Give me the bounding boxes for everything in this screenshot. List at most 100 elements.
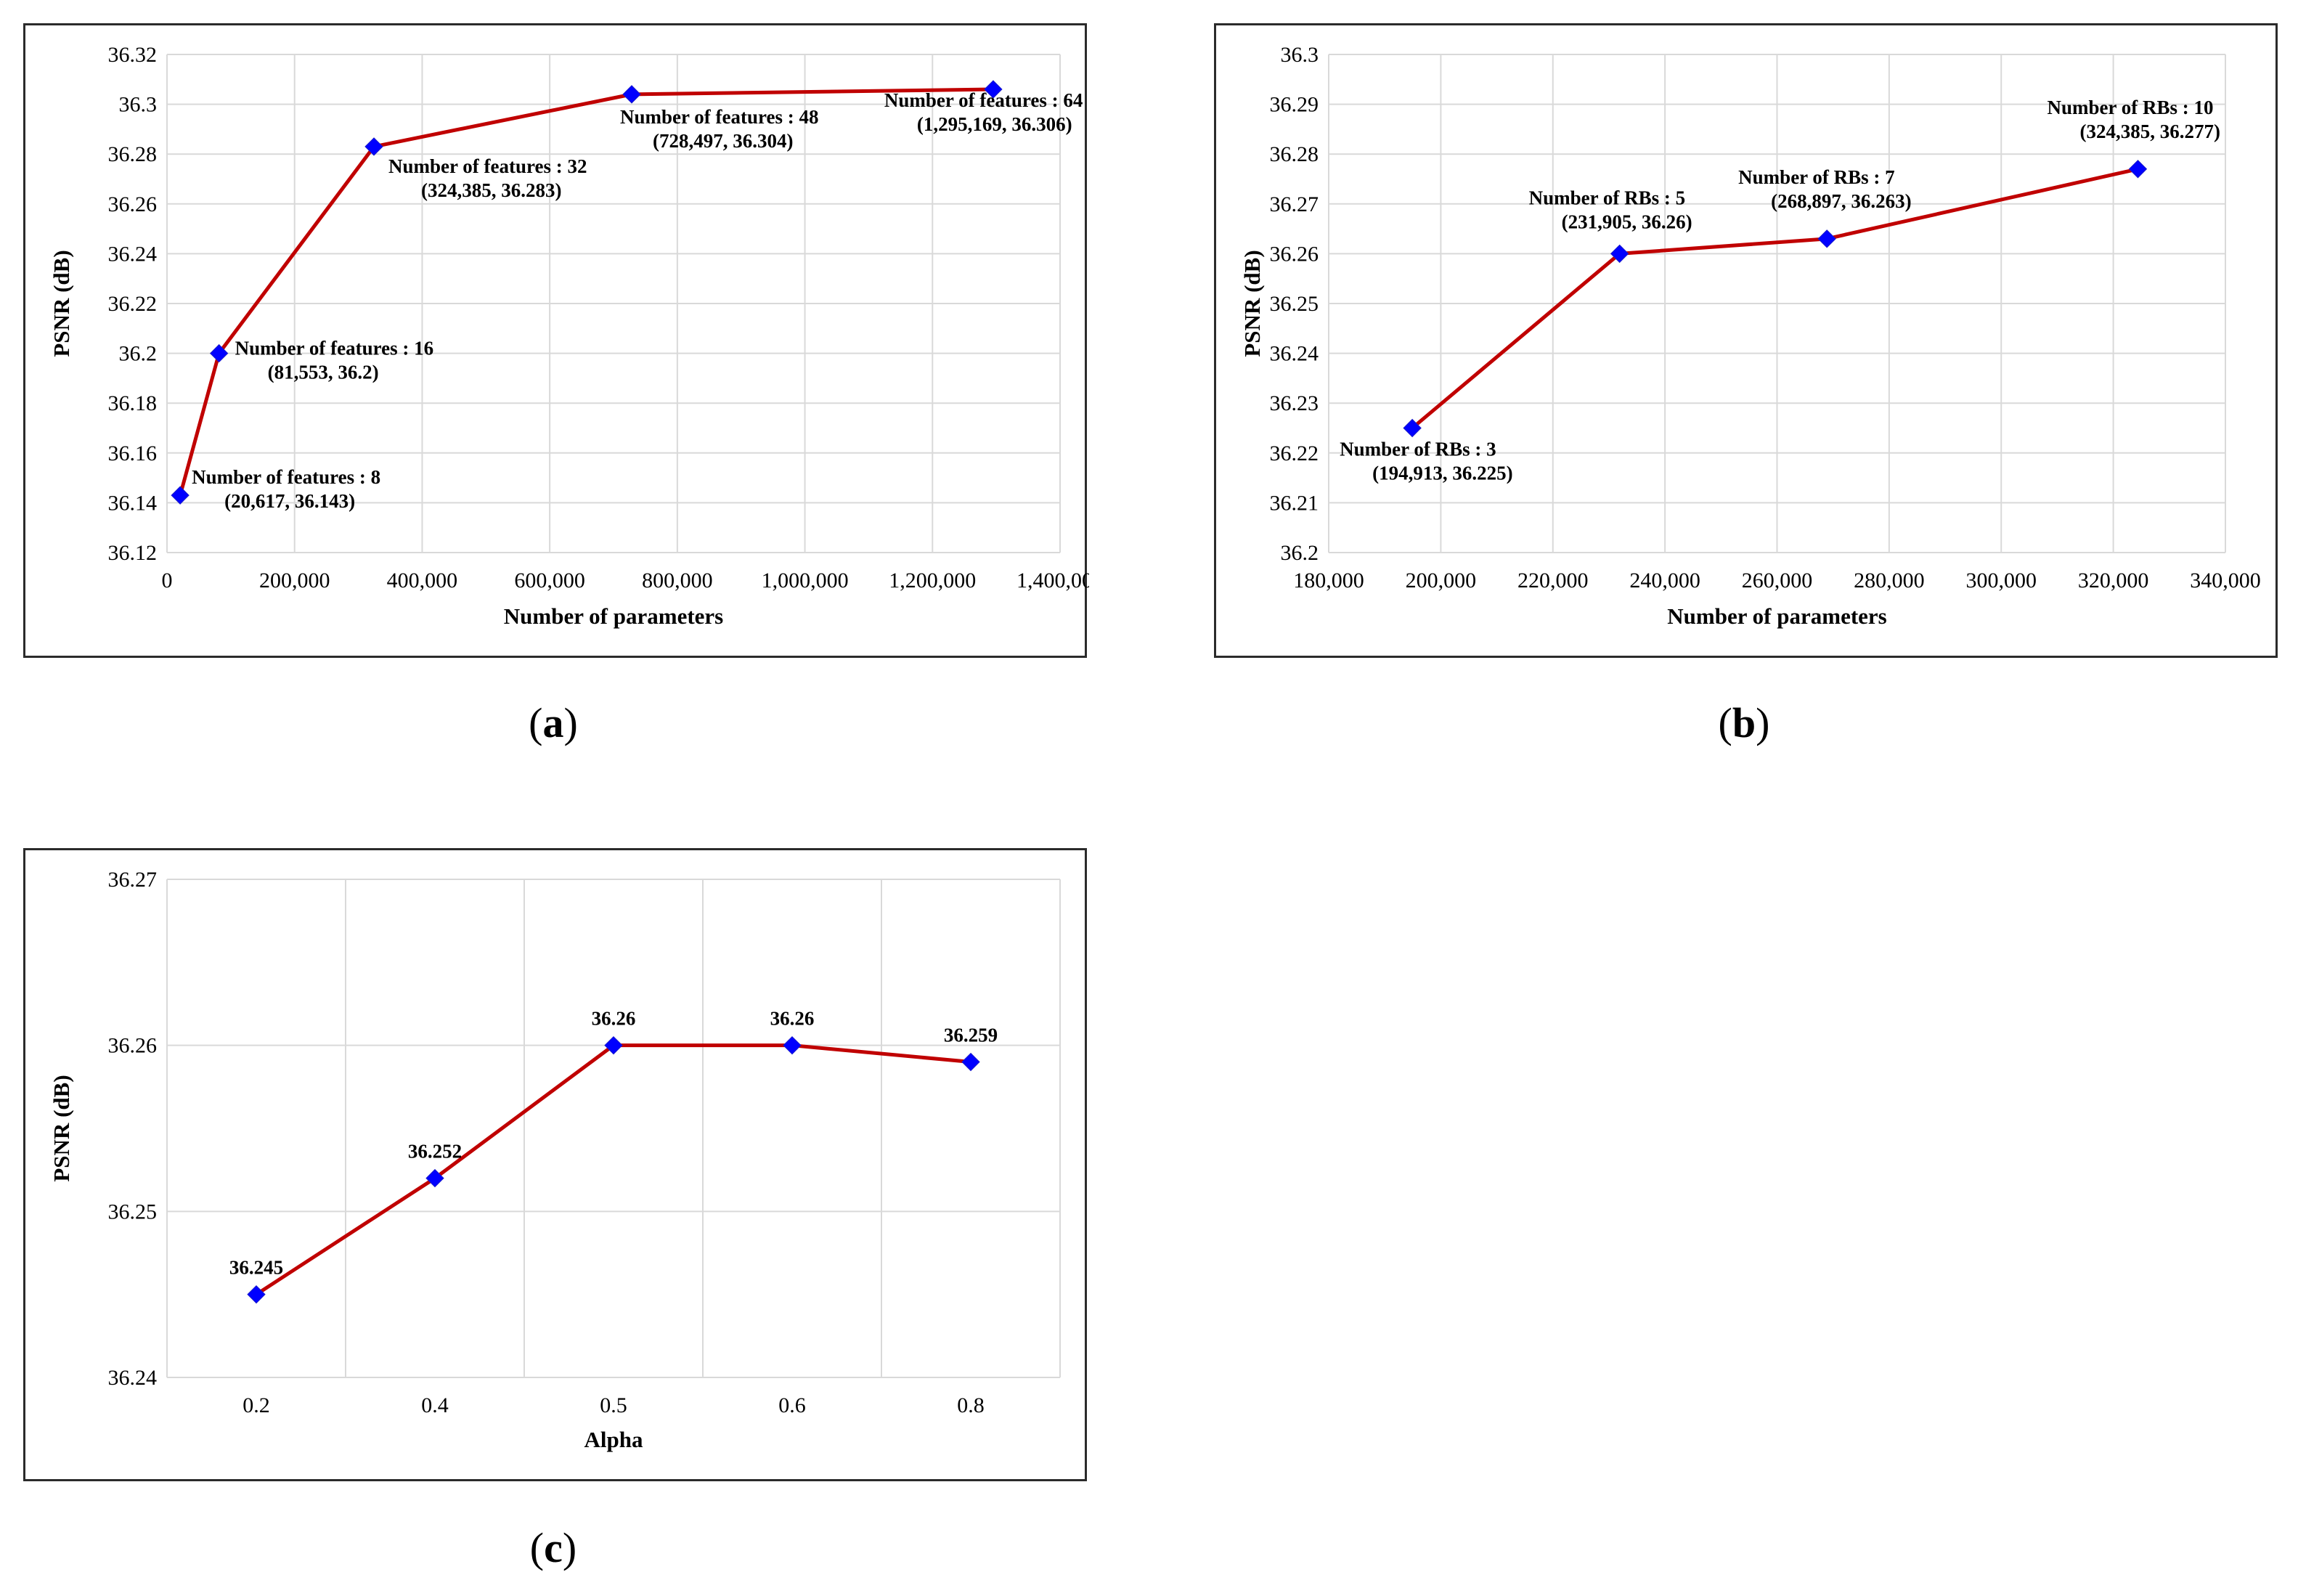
- chart-b-x-tick-label: 300,000: [1966, 569, 2037, 593]
- chart-c-x-axis-label: Alpha: [584, 1427, 643, 1452]
- chart-b-point-annotation: Number of RBs : 7: [1738, 166, 1895, 188]
- chart-a-x-tick-label: 1,400,000: [1016, 569, 1089, 593]
- chart-panel-b: 36.2 36.21 36.22 36.23 36.24 36.25 36.26 36.27 3…: [1214, 23, 2278, 658]
- caption-a-letter: a: [542, 699, 564, 746]
- chart-b-point-coordinates: (324,385, 36.277): [2079, 121, 2220, 142]
- chart-a-y-tick-label: 36.2: [119, 342, 158, 366]
- chart-a-point-coordinates: (324,385, 36.283): [421, 179, 561, 201]
- chart-a-x-axis-label: Number of parameters: [504, 603, 723, 629]
- chart-a-data-point: [171, 486, 190, 505]
- chart-c-data-label: 36.259: [944, 1025, 998, 1046]
- chart-b-y-tick-label: 36.22: [1270, 441, 1319, 465]
- chart-b-x-axis-label: Number of parameters: [1667, 603, 1886, 629]
- chart-c-data-point: [961, 1052, 980, 1072]
- chart-b-point-coordinates: (194,913, 36.225): [1372, 463, 1512, 484]
- chart-panel-a: 36.12 36.14 36.16 36.18 36.2 36.22 36.24 36.26 3…: [23, 23, 1089, 658]
- chart-a-x-tick-label: 1,200,000: [889, 569, 976, 593]
- chart-b-data-point: [2128, 160, 2148, 179]
- chart-c-data-label: 36.26: [592, 1008, 636, 1030]
- chart-a-x-tick-label: 600,000: [514, 569, 585, 593]
- chart-a-point-annotation: Number of features : 8: [192, 466, 380, 488]
- chart-b-data-point: [1817, 229, 1836, 248]
- chart-a-y-tick-label: 36.16: [108, 441, 158, 465]
- chart-a-y-axis-label: PSNR (dB): [49, 250, 74, 357]
- chart-a-point-coordinates: (728,497, 36.304): [653, 130, 793, 152]
- chart-a-y-tick-label: 36.24: [108, 242, 158, 266]
- chart-a-y-tick-label: 36.22: [108, 292, 158, 316]
- caption-c-letter: c: [544, 1524, 563, 1571]
- chart-b-y-tick-label: 36.26: [1270, 242, 1319, 266]
- chart-c-x-tick-label: 0.4: [421, 1393, 449, 1417]
- chart-a-x-tick-label: 800,000: [642, 569, 713, 593]
- chart-c-y-tick-label: 36.24: [108, 1366, 158, 1390]
- chart-b-series-line: [1411, 167, 2139, 430]
- chart-a-data-point: [364, 137, 383, 156]
- chart-b-point-coordinates: (268,897, 36.263): [1771, 190, 1911, 212]
- chart-b-y-tick-label: 36.21: [1270, 491, 1319, 515]
- chart-c-data-label: 36.252: [408, 1141, 462, 1163]
- chart-b-data-point: [1403, 418, 1422, 438]
- caption-b: (b): [1718, 699, 1770, 746]
- chart-a-y-tick-label: 36.28: [108, 142, 158, 166]
- chart-b-y-tick-label: 36.2: [1281, 541, 1319, 565]
- chart-a-data-point: [209, 343, 229, 363]
- caption-b-letter: b: [1732, 699, 1756, 746]
- chart-a-x-tick-label: 400,000: [387, 569, 458, 593]
- chart-a-point-coordinates: (1,295,169, 36.306): [917, 113, 1072, 135]
- chart-c-y-tick-label: 36.26: [108, 1034, 158, 1058]
- chart-a-x-tick-label: 200,000: [259, 569, 330, 593]
- chart-b-y-tick-label: 36.28: [1270, 142, 1319, 166]
- caption-a: (a): [529, 699, 578, 746]
- chart-c-x-tick-label: 0.5: [600, 1393, 627, 1417]
- chart-b-y-tick-label: 36.24: [1270, 342, 1319, 366]
- chart-a-data-point: [622, 85, 641, 104]
- chart-b-y-tick-label: 36.25: [1270, 292, 1319, 316]
- chart-c-y-tick-label: 36.27: [108, 868, 158, 892]
- chart-panel-c: 36.24 36.25 36.26 36.27 0.2 0.4 0.5 0.6 0.8 Alpha…: [23, 848, 1087, 1481]
- chart-c-data-point: [783, 1035, 802, 1055]
- chart-a-point-annotation: Number of features : 48: [620, 106, 818, 128]
- chart-c-y-tick-label: 36.25: [108, 1200, 158, 1224]
- chart-c-svg: 36.24 36.25 36.26 36.27 0.2 0.4 0.5 0.6 0.8 Alpha…: [49, 868, 1061, 1452]
- chart-b-point-coordinates: (231,905, 36.26): [1562, 211, 1692, 232]
- chart-b-x-tick-label: 240,000: [1629, 569, 1700, 593]
- chart-b-point-annotation: Number of RBs : 5: [1529, 187, 1686, 208]
- chart-a-y-tick-label: 36.3: [119, 93, 158, 117]
- chart-c-data-point: [247, 1284, 266, 1304]
- chart-a-point-coordinates: (81,553, 36.2): [268, 362, 379, 383]
- chart-b-x-tick-label: 340,000: [2190, 569, 2261, 593]
- chart-b-svg: 36.2 36.21 36.22 36.23 36.24 36.25 36.26 36.27 3…: [1239, 43, 2261, 629]
- chart-a-y-tick-label: 36.18: [108, 391, 158, 415]
- chart-b-x-tick-label: 180,000: [1293, 569, 1364, 593]
- chart-a-data-point: [984, 80, 1003, 99]
- chart-b-x-tick-label: 260,000: [1742, 569, 1813, 593]
- chart-a-point-annotation: Number of features : 16: [235, 338, 433, 359]
- caption-c: (c): [529, 1524, 577, 1571]
- chart-a-x-tick-label: 1,000,000: [762, 569, 849, 593]
- chart-c-x-tick-label: 0.2: [243, 1393, 270, 1417]
- chart-c-data-point: [425, 1168, 444, 1188]
- chart-a-y-tick-label: 36.12: [108, 541, 158, 565]
- chart-b-data-point: [1610, 244, 1629, 264]
- chart-c-data-label: 36.245: [229, 1257, 283, 1279]
- chart-c-data-label: 36.26: [770, 1008, 815, 1030]
- chart-a-y-tick-label: 36.14: [108, 491, 158, 515]
- chart-a-series-line: [178, 87, 993, 496]
- chart-b-y-tick-label: 36.29: [1270, 93, 1319, 117]
- chart-b-x-tick-label: 320,000: [2078, 569, 2149, 593]
- chart-b-point-annotation: Number of RBs : 10: [2047, 97, 2213, 118]
- chart-a-y-tick-label: 36.26: [108, 192, 158, 216]
- chart-b-y-axis-label: PSNR (dB): [1239, 250, 1265, 357]
- chart-c-data-point: [604, 1035, 623, 1055]
- chart-b-y-tick-label: 36.3: [1281, 43, 1319, 67]
- chart-a-point-annotation: Number of features : 32: [388, 155, 587, 177]
- chart-c-series-line: [255, 1043, 971, 1296]
- chart-b-x-tick-label: 200,000: [1406, 569, 1477, 593]
- chart-b-y-tick-label: 36.23: [1270, 391, 1319, 415]
- chart-b-y-tick-label: 36.27: [1270, 192, 1319, 216]
- chart-b-x-tick-label: 280,000: [1854, 569, 1925, 593]
- chart-a-y-tick-label: 36.32: [108, 43, 158, 67]
- chart-a-point-annotation: Number of features : 64: [884, 89, 1083, 111]
- chart-a-x-tick-label: 0: [162, 569, 173, 593]
- chart-c-y-axis-label: PSNR (dB): [49, 1075, 74, 1181]
